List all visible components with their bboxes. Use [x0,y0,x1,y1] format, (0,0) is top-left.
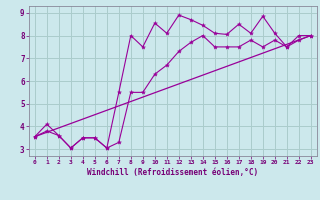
X-axis label: Windchill (Refroidissement éolien,°C): Windchill (Refroidissement éolien,°C) [87,168,258,177]
